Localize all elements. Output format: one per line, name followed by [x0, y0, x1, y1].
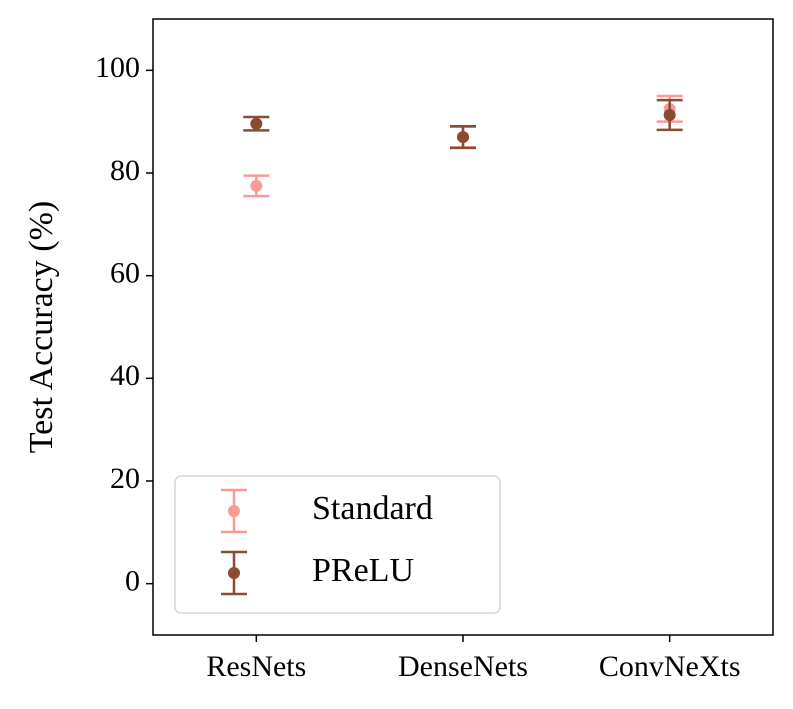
plot-frame: [152, 18, 774, 636]
legend-marker: [228, 567, 240, 579]
x-tick-label: ResNets: [206, 650, 306, 683]
point: [457, 131, 469, 144]
legend-label: Standard: [312, 490, 433, 527]
y-axis-label: Test Accuracy (%): [23, 201, 60, 454]
y-tick-label: 60: [110, 257, 140, 290]
legend-label: PReLU: [312, 552, 414, 589]
x-tick-label: ConvNeXts: [599, 650, 741, 683]
point: [250, 117, 263, 130]
x-tick-label: DenseNets: [398, 650, 528, 683]
y-tick-label: 80: [110, 154, 140, 187]
y-tick-label: 20: [110, 462, 140, 495]
y-tick-label: 40: [110, 359, 140, 392]
y-tick-label: 100: [95, 51, 140, 84]
legend-box: [174, 475, 501, 614]
legend-marker: [228, 505, 240, 517]
point: [250, 179, 263, 192]
point: [663, 108, 676, 121]
y-tick-label: 0: [125, 565, 140, 598]
